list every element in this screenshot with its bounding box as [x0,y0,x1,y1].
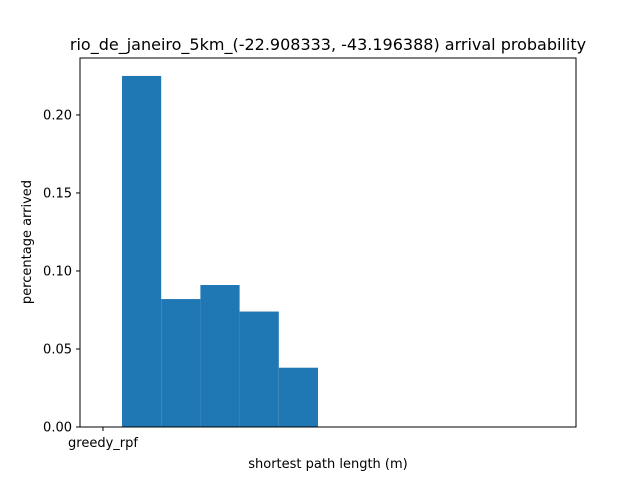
chart-title: rio_de_janeiro_5km_(-22.908333, -43.1963… [70,35,586,55]
plot-frame [79,57,577,428]
bar-3 [200,285,240,427]
bars-group [122,75,318,427]
bar-4 [239,311,279,427]
bar-5 [278,367,318,427]
bar-2 [161,299,201,427]
x-axis: greedy_rpf [68,427,138,451]
bar-1 [122,75,162,427]
x-tick-label: greedy_rpf [68,436,138,451]
y-tick-label: 0.10 [43,264,72,279]
x-axis-label: shortest path length (m) [248,457,407,472]
y-tick-label: 0.15 [43,186,72,201]
y-axis-label: percentage arrived [20,180,35,304]
y-axis: 0.00 0.05 0.10 0.15 0.20 [43,108,80,436]
y-tick-label: 0.20 [43,108,72,123]
y-tick-label: 0.00 [43,421,72,436]
y-tick-label: 0.05 [43,342,72,357]
